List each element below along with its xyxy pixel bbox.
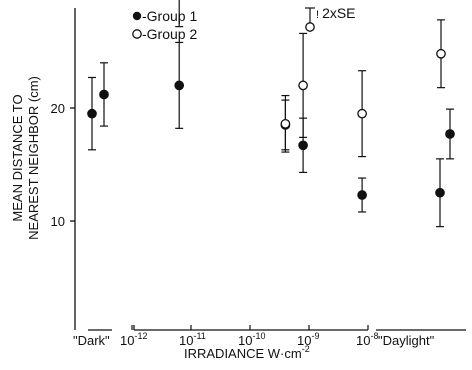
y-tick-label: 30 (51, 0, 65, 3)
data-point-group1 (357, 190, 367, 200)
y-axis-title-line1: MEAN DISTANCE TO (10, 94, 25, 221)
legend-se-marker (305, 22, 315, 32)
y-tick-label: 10 (51, 214, 65, 229)
legend-group1-marker (132, 11, 142, 21)
data-point-group2 (357, 108, 367, 119)
x-tick-label: 10-8 (356, 331, 378, 348)
x-axis-title-text: IRRADIANCE W·cm (184, 346, 302, 361)
data-marks (87, 0, 455, 228)
x-axis-title-exponent: -2 (302, 344, 310, 354)
x-tick-label: 10-12 (120, 331, 147, 348)
data-point-group1 (99, 89, 109, 100)
data-point-group1 (174, 80, 185, 91)
axes: 1020304010-1210-1110-1010-910-8"Dark""Da… (51, 0, 466, 348)
x-axis-title: IRRADIANCE W·cm-2 (184, 344, 310, 361)
data-point-group2 (298, 80, 308, 91)
legend-se-bracket: ! (316, 9, 319, 21)
x-tick-base: 10 (179, 333, 193, 348)
legend-se-text: 2xSE (322, 5, 355, 21)
legend-group2-label: -Group 2 (142, 26, 197, 42)
x-tick-label: 10-11 (179, 331, 206, 348)
x-tick-exponent: -10 (252, 331, 265, 341)
y-tick-label: 20 (51, 101, 65, 116)
legend-se-label: ! 2xSE (316, 5, 356, 21)
x-category-dark: "Dark" (73, 333, 110, 348)
x-tick-base: 10 (120, 333, 134, 348)
y-axis-title-line2: NEAREST NEIGHBOR (cm) (26, 76, 41, 240)
x-tick-base: 10 (356, 333, 370, 348)
x-tick-exponent: -11 (193, 331, 205, 341)
x-tick-label: 10-9 (297, 331, 319, 348)
x-category-daylight: "Daylight" (378, 333, 435, 348)
legend-group2-marker (132, 29, 142, 39)
x-tick-exponent: -8 (370, 331, 378, 341)
legend-group1-label: -Group 1 (142, 8, 197, 24)
x-tick-exponent: -9 (311, 331, 319, 341)
data-point-group1 (445, 129, 455, 139)
data-point-group1 (435, 187, 445, 198)
x-tick-exponent: -12 (134, 331, 147, 341)
data-point-group2 (280, 118, 291, 129)
data-point-group1 (87, 108, 97, 119)
x-tick-base: 10 (297, 333, 311, 348)
data-point-group2 (436, 48, 446, 59)
legend: -Group 1 -Group 2 ! 2xSE (132, 5, 356, 42)
data-point-group1 (298, 140, 308, 151)
x-tick-label: 10-10 (238, 331, 265, 348)
x-tick-base: 10 (238, 333, 252, 348)
